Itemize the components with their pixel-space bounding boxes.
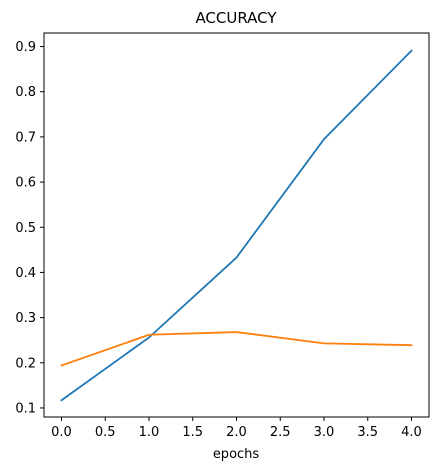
x-tick-label: 4.0: [401, 425, 422, 440]
x-tick-label: 0.0: [51, 425, 72, 440]
x-axis-title: epochs: [213, 447, 260, 462]
x-tick-label: 3.5: [357, 425, 378, 440]
plot-area: [60, 49, 413, 402]
y-tick-label: 0.9: [15, 40, 36, 55]
y-tick-label: 0.6: [15, 176, 36, 191]
series-line-1: [60, 49, 413, 402]
y-axis: 0.1 0.2 0.3 0.4 0.5 0.6 0.7 0.8 0.9: [15, 40, 44, 416]
x-tick-label: 3.0: [314, 425, 335, 440]
x-tick-label: 2.0: [226, 425, 247, 440]
y-tick-label: 0.2: [15, 356, 36, 371]
y-tick-label: 0.8: [15, 85, 36, 100]
x-tick-label: 2.5: [270, 425, 291, 440]
y-tick-label: 0.5: [15, 221, 36, 236]
chart-title: ACCURACY: [195, 9, 277, 27]
y-tick-label: 0.3: [15, 311, 36, 326]
x-tick-label: 0.5: [95, 425, 116, 440]
y-tick-label: 0.7: [15, 130, 36, 145]
y-tick-label: 0.1: [15, 401, 36, 416]
x-axis: 0.0 0.5 1.0 1.5 2.0 2.5 3.0 3.5 4.0: [51, 417, 422, 440]
x-tick-label: 1.0: [139, 425, 160, 440]
x-tick-label: 1.5: [182, 425, 203, 440]
y-tick-label: 0.4: [15, 266, 36, 281]
series-line-2: [60, 331, 413, 367]
